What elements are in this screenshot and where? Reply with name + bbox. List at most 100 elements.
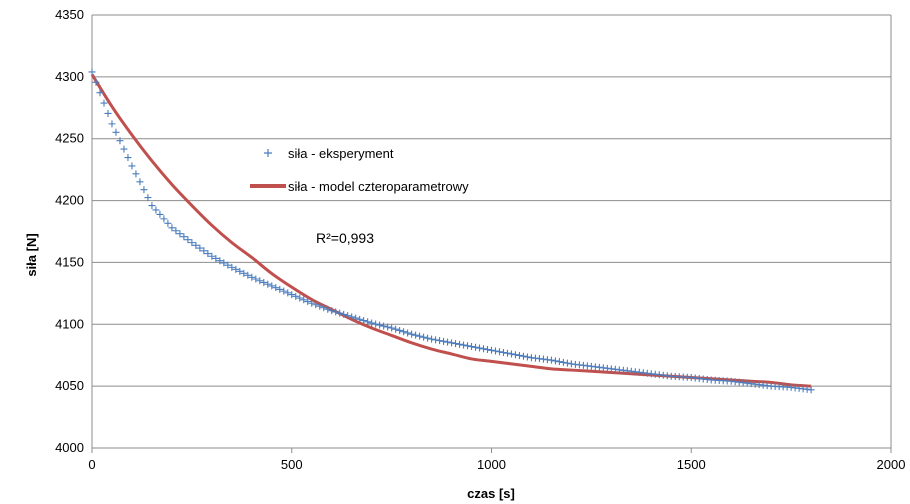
experiment-marker [507,350,515,358]
y-tick-label: 4350 [55,7,84,22]
experiment-marker [551,357,559,365]
experiment-marker [436,337,444,345]
experiment-marker [120,145,128,153]
experiment-marker [348,313,356,321]
experiment-marker [312,301,320,309]
experiment-marker [396,326,404,334]
experiment-marker [164,219,172,227]
experiment-marker [559,358,567,366]
experiment-marker [372,320,380,328]
experiment-marker [468,343,476,351]
experiment-marker [188,239,196,247]
experiment-marker [519,352,527,360]
experiment-marker [332,308,340,316]
experiment-marker [228,263,236,271]
experiment-marker [555,358,563,366]
experiment-marker [472,343,480,351]
y-tick-label: 4300 [55,69,84,84]
x-tick-label: 0 [88,457,95,472]
experiment-marker [288,291,296,299]
experiment-marker [252,275,260,283]
experiment-marker [316,302,324,310]
experiment-marker [484,346,492,354]
experiment-marker [276,285,284,293]
experiment-marker [184,236,192,244]
experiment-marker [444,338,452,346]
experiment-marker [204,250,212,258]
experiment-marker [296,294,304,302]
experiment-marker [180,233,188,241]
experiment-marker [491,347,499,355]
experiment-marker [464,342,472,350]
experiment-marker [456,340,464,348]
experiment-marker [392,325,400,333]
r-squared-annotation: R²=0,993 [316,230,374,246]
experiment-marker [144,194,152,202]
legend-label-model: siła - model czteroparametrowy [288,179,469,194]
x-tick-labels: 0 500 1000 1500 2000 [88,457,905,472]
legend-item-experiment: siła - eksperyment [264,146,394,161]
y-tick-label: 4100 [55,316,84,331]
y-tick-label: 4250 [55,131,84,146]
experiment-marker [152,206,160,214]
experiment-marker [320,304,328,312]
experiment-marker [244,271,252,279]
experiment-marker [248,273,256,281]
experiment-marker [216,257,224,265]
experiment-marker [495,348,503,356]
experiment-marker [256,277,264,285]
experiment-marker [356,315,364,323]
experiment-marker [212,254,220,262]
y-axis-title: siła [N] [24,233,39,276]
experiment-marker [364,318,372,326]
experiment-marker [104,109,112,117]
experiment-marker [384,323,392,331]
experiment-marker [499,348,507,356]
experiment-marker [268,282,276,290]
x-tick-label: 2000 [877,457,906,472]
experiment-marker [420,333,428,341]
experiment-marker [200,247,208,255]
experiment-marker [300,296,308,304]
experiment-marker [460,341,468,349]
experiment-marker [220,259,228,267]
experiment-marker [352,314,360,322]
experiment-marker [432,336,440,344]
y-tick-label: 4200 [55,193,84,208]
experiment-marker [236,267,244,275]
experiment-marker [136,178,144,186]
experiment-marker [224,261,232,269]
experiment-marker [488,346,495,354]
experiment-marker [272,284,280,292]
experiment-marker [96,89,104,97]
experiment-marker [260,278,268,286]
experiment-marker [232,265,240,273]
experiment-marker [328,307,336,315]
experiment-marker [400,328,408,336]
experiment-marker [116,137,124,145]
experiment-marker [304,298,312,306]
experiment-marker [108,120,116,128]
experiment-marker [308,299,316,307]
experiment-marker [452,340,460,348]
experiment-marker [128,162,136,170]
y-tick-label: 4150 [55,254,84,269]
experiment-marker [92,78,100,86]
experiment-marker [523,353,531,361]
x-tick-label: 500 [281,457,303,472]
experiment-marker [132,170,140,178]
experiment-marker [112,128,120,136]
y-tick-label: 4050 [55,378,84,393]
y-tick-labels: 4000 4050 4100 4150 4200 4250 4300 4350 [55,7,84,455]
experiment-marker [208,252,216,260]
experiment-marker [388,324,396,332]
experiment-marker [563,359,571,367]
experiment-series [88,68,815,394]
experiment-marker [408,330,416,338]
experiment-marker [284,289,292,297]
legend-plus-marker [264,149,272,157]
experiment-marker [336,309,344,317]
experiment-marker [412,331,420,339]
x-tick-label: 1000 [477,457,506,472]
x-tick-label: 1500 [677,457,706,472]
